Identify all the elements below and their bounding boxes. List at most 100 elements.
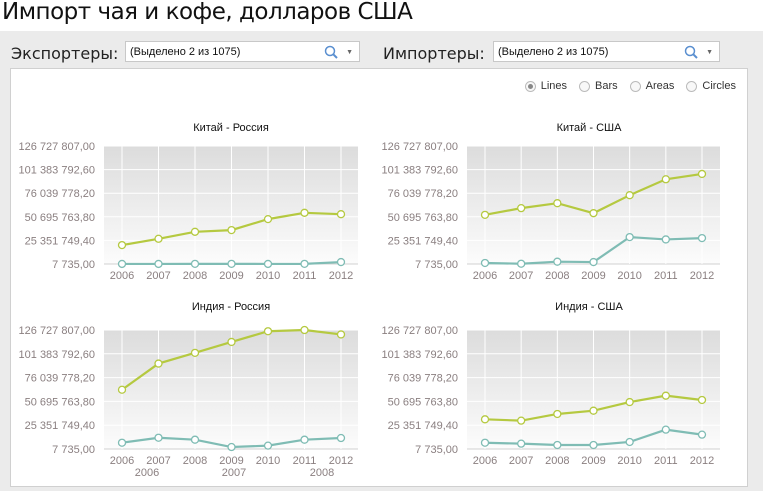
data-point <box>117 240 127 250</box>
data-point <box>697 395 707 405</box>
x-tick-label: 2007 <box>146 455 170 467</box>
data-point <box>625 232 634 242</box>
radio-lines[interactable]: Lines <box>524 80 567 92</box>
x-tick-label: 2006 <box>473 270 497 282</box>
data-point <box>190 348 200 357</box>
data-point <box>263 259 273 269</box>
importers-combobox[interactable]: (Выделено 2 из 1075) ▼ <box>493 41 720 62</box>
data-point <box>263 441 273 450</box>
data-point <box>154 234 163 243</box>
data-point <box>227 225 236 235</box>
x-tick-label: 2007 <box>146 270 170 282</box>
radio-areas[interactable]: Areas <box>629 80 674 92</box>
y-tick-label: 50 695 763,80 <box>388 396 458 408</box>
data-point <box>227 442 236 452</box>
data-point <box>697 233 707 243</box>
y-tick-label: 101 383 792,60 <box>382 165 458 177</box>
y-tick-label: 101 383 792,60 <box>19 165 95 177</box>
y-tick-label: 25 351 749,40 <box>25 235 95 247</box>
radio-label: Bars <box>595 80 618 92</box>
radio-circle <box>524 80 536 92</box>
y-tick-label: 76 039 778,20 <box>25 188 95 200</box>
data-point <box>517 203 526 213</box>
data-point <box>263 327 273 336</box>
x-tick-label: 2010 <box>617 455 641 467</box>
x-tick-label: 2006 <box>110 455 134 467</box>
importers-value: (Выделено 2 из 1075) <box>498 46 609 58</box>
data-point <box>300 259 309 269</box>
x-tick-label: 2006 <box>473 455 497 467</box>
data-point <box>227 259 236 269</box>
data-point <box>661 175 670 184</box>
x-tick-label: 2010 <box>256 455 280 467</box>
data-point <box>661 425 670 434</box>
radio-circle <box>686 80 698 92</box>
chevron-down-icon[interactable]: ▼ <box>346 49 353 56</box>
radio-bars[interactable]: Bars <box>579 80 618 92</box>
data-point <box>589 406 598 415</box>
search-icon[interactable] <box>683 44 699 60</box>
radio-label: Lines <box>540 80 567 92</box>
data-point <box>117 259 127 269</box>
x-tick-label: 2012 <box>690 270 714 282</box>
chevron-down-icon[interactable]: ▼ <box>706 49 713 56</box>
y-tick-label: 101 383 792,60 <box>19 349 95 361</box>
data-point <box>336 330 346 339</box>
x-tick-label: 2011 <box>293 270 317 282</box>
y-tick-label: 7 735,00 <box>52 259 95 271</box>
data-point <box>553 409 562 419</box>
overlay-x-label: 2007 <box>222 467 246 479</box>
y-tick-label: 126 727 807,00 <box>382 141 458 153</box>
y-tick-label: 126 727 807,00 <box>382 325 458 337</box>
y-tick-label: 76 039 778,20 <box>25 373 95 385</box>
overlay-x-label: 2008 <box>310 467 334 479</box>
x-tick-label: 2010 <box>256 270 280 282</box>
data-point <box>553 440 562 450</box>
data-point <box>117 385 127 394</box>
chart-title: Китай - США <box>557 122 623 134</box>
chart-title: Индия - Россия <box>192 301 270 313</box>
data-point <box>480 210 490 219</box>
data-point <box>300 208 309 217</box>
chart-title: Китай - Россия <box>193 122 269 134</box>
data-point <box>661 235 670 244</box>
y-tick-label: 76 039 778,20 <box>388 373 458 385</box>
page-title: Импорт чая и кофе, долларов США <box>2 0 413 25</box>
y-tick-label: 25 351 749,40 <box>388 235 458 247</box>
x-tick-label: 2008 <box>183 270 207 282</box>
x-tick-label: 2008 <box>545 270 569 282</box>
x-tick-label: 2009 <box>219 270 243 282</box>
y-tick-label: 7 735,00 <box>415 259 458 271</box>
chart-title: Индия - США <box>555 301 623 313</box>
data-point <box>553 199 562 208</box>
exporters-value: (Выделено 2 из 1075) <box>130 46 241 58</box>
data-point <box>190 259 200 269</box>
y-tick-label: 25 351 749,40 <box>388 420 458 432</box>
x-tick-label: 2011 <box>654 455 678 467</box>
radio-label: Circles <box>702 80 736 92</box>
data-point <box>625 397 634 407</box>
x-tick-label: 2011 <box>293 455 317 467</box>
data-point <box>517 439 526 448</box>
y-tick-label: 101 383 792,60 <box>382 349 458 361</box>
radio-circle <box>629 80 641 92</box>
data-point <box>263 214 273 224</box>
x-tick-label: 2010 <box>617 270 641 282</box>
importers-label: Импортеры: <box>383 44 485 63</box>
data-point <box>625 437 634 447</box>
x-tick-label: 2007 <box>509 270 533 282</box>
search-icon[interactable] <box>323 44 339 60</box>
data-point <box>625 191 634 200</box>
y-tick-label: 25 351 749,40 <box>25 420 95 432</box>
radio-circles[interactable]: Circles <box>686 80 736 92</box>
exporters-combobox[interactable]: (Выделено 2 из 1075) ▼ <box>125 41 360 62</box>
data-point <box>336 210 346 219</box>
data-point <box>553 257 562 266</box>
data-point <box>300 325 309 335</box>
x-tick-label: 2012 <box>329 455 353 467</box>
data-point <box>154 433 163 442</box>
x-tick-label: 2009 <box>581 270 605 282</box>
y-tick-label: 50 695 763,80 <box>25 396 95 408</box>
exporters-label: Экспортеры: <box>11 44 119 63</box>
